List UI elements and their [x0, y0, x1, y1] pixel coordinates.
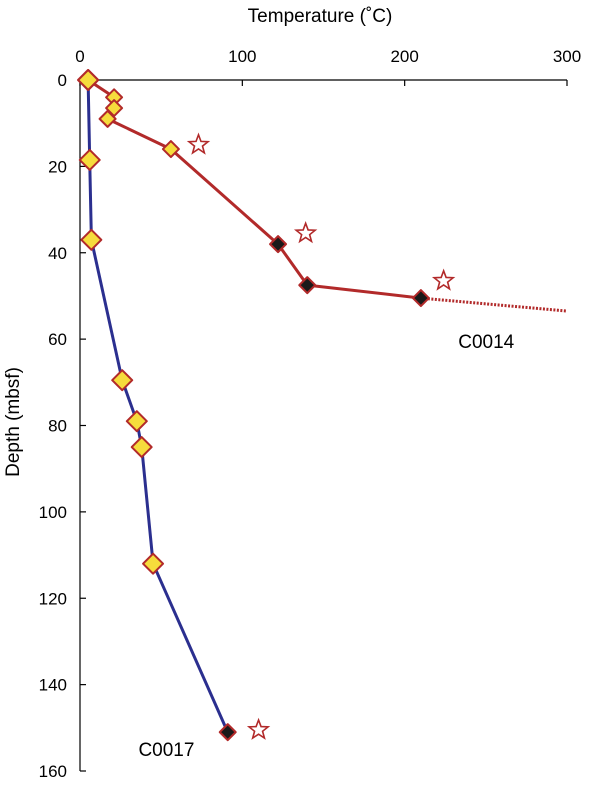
data-point: [77, 69, 100, 91]
series-line-c0014: [87, 78, 422, 300]
y-tick-label: 100: [39, 503, 67, 522]
data-point: [142, 552, 165, 575]
data-point: [111, 369, 134, 392]
y-ticks: 0 20 40 60 80 100 120 140 160: [39, 71, 86, 781]
star-marker: [293, 221, 318, 244]
data-point-black: [411, 289, 430, 308]
y-tick-label: 160: [39, 762, 67, 781]
series-label-c0017: C0017: [138, 740, 194, 761]
y-tick-label: 80: [48, 417, 67, 436]
y-tick-label: 140: [39, 676, 67, 695]
y-axis-title: Depth (mbsf): [3, 367, 24, 477]
data-point: [80, 228, 103, 251]
data-point-black: [218, 723, 237, 742]
x-tick-label: 100: [228, 47, 256, 66]
data-point-black: [269, 235, 288, 254]
star-marker: [186, 132, 211, 155]
x-tick-label: 0: [75, 47, 84, 66]
series-extrapolation-c0014: [420, 296, 568, 313]
y-tick-label: 40: [48, 244, 67, 263]
y-tick-label: 120: [39, 589, 67, 608]
series-label-c0014: C0014: [458, 332, 514, 353]
data-point-black: [298, 276, 317, 295]
x-axis-title: Temperature (˚C): [248, 6, 393, 27]
annotation-layer: C0014 C0017: [138, 332, 514, 761]
y-tick-label: 0: [58, 71, 67, 90]
plot-area: 0 100 200 300 0 20 40 60 80 100 120 140 160 Tempera…: [3, 6, 581, 781]
y-tick-label: 60: [48, 330, 67, 349]
y-tick-label: 20: [48, 157, 67, 176]
x-tick-label: 300: [553, 47, 581, 66]
data-point: [161, 140, 180, 159]
data-point: [98, 109, 117, 128]
x-ticks: 0 100 200 300: [75, 47, 581, 86]
x-tick-label: 200: [390, 47, 418, 66]
star-marker: [246, 717, 271, 740]
data-point: [125, 410, 148, 433]
data-point: [130, 436, 153, 459]
series-line-c0017: [86, 79, 230, 733]
star-marker: [431, 268, 456, 291]
series-layer: [77, 69, 568, 742]
data-point: [78, 148, 101, 171]
